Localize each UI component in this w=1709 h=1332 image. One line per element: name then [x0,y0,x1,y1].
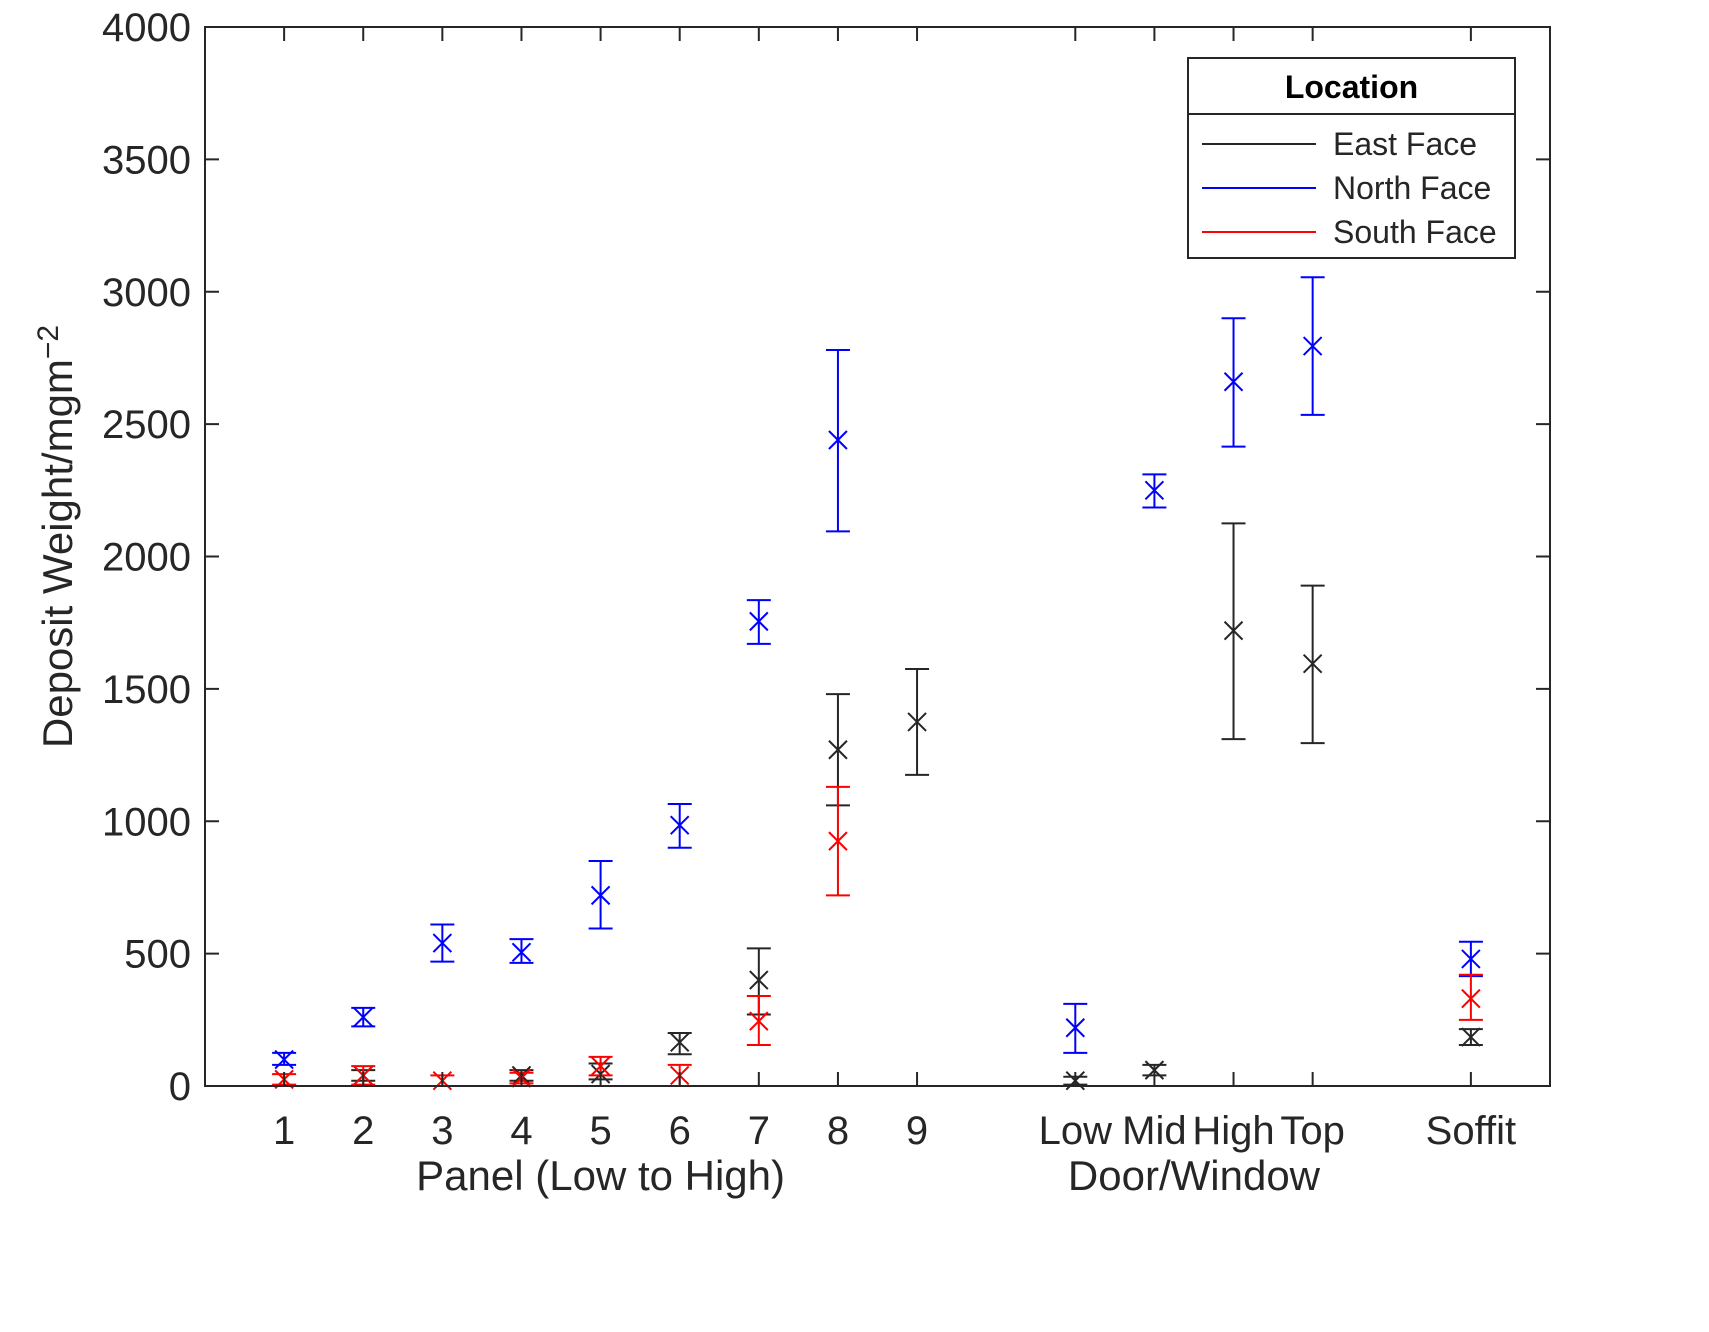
y-axis-label-superscript: −2 [32,325,65,359]
data-point-marker [1302,654,1323,674]
data-point-marker [1223,372,1244,392]
data-point-marker [1144,1060,1165,1080]
data-point-marker [1302,336,1323,356]
data-point-marker [828,740,848,760]
y-axis-label-base: Deposit Weight/mgm [34,359,81,748]
x-tick-label: Top [1280,1109,1345,1153]
legend-label-east-face: East Face [1333,126,1477,162]
data-point-marker [353,1007,373,1027]
data-point-marker [1461,949,1481,969]
legend-box [1187,57,1516,259]
y-tick-label: 3000 [102,271,191,315]
data-point-marker [749,1011,769,1031]
x-tick-label: 8 [827,1109,849,1153]
data-point-marker [669,815,690,835]
x-tick-label: 7 [748,1109,770,1153]
legend-title: Location [1285,69,1418,105]
y-tick-label: 2500 [102,403,191,447]
data-point-marker [590,885,611,906]
data-point-marker [907,712,927,732]
series-north-face [272,276,1483,1070]
y-tick-label: 0 [169,1065,191,1109]
data-point-marker [274,1049,294,1070]
x-tick-label: Mid [1122,1109,1186,1153]
x-tick-label: 6 [669,1109,691,1153]
data-point-marker [828,831,848,851]
x-tick-label: 2 [352,1109,374,1153]
x-tick-label: 5 [589,1109,611,1153]
data-point-marker [1144,480,1165,501]
ticks-layer: 0 500 1000 1500 2000 2500 3000 3500 4000 1 2 3 4 5 6 7 8… [102,6,1550,1153]
x-tick-label: 9 [906,1109,928,1153]
y-tick-label: 4000 [102,6,191,50]
y-tick-label: 1500 [102,668,191,712]
x-tick-label: Low [1039,1109,1112,1153]
x-tick-label: 4 [510,1109,532,1153]
data-point-marker [749,970,769,990]
legend-label-south-face: South Face [1333,214,1497,250]
y-tick-label: 3500 [102,138,191,182]
y-tick-label: 2000 [102,536,191,580]
data-point-marker [749,611,769,632]
data-point-marker [590,1056,611,1076]
x-group-label-panel: Panel (Low to High) [416,1152,785,1199]
data-point-marker [669,1032,690,1053]
y-axis-label: Deposit Weight/mgm−2 [32,325,81,748]
x-tick-label: High [1192,1109,1274,1153]
legend: Location East Face North Face South Face [1187,57,1516,259]
x-group-label-door-window: Door/Window [1068,1152,1321,1199]
data-point-marker [511,942,532,963]
y-tick-label: 1000 [102,800,191,844]
x-tick-label: 3 [431,1109,453,1153]
data-point-marker [1461,1027,1481,1047]
legend-items: East Face North Face South Face [1202,126,1497,250]
data-point-marker [432,933,453,953]
data-point-marker [1065,1018,1085,1038]
data-point-marker [1223,620,1244,641]
x-tick-label: Soffit [1426,1109,1516,1153]
legend-label-north-face: North Face [1333,170,1491,206]
data-point-marker [828,430,848,450]
x-tick-label: 1 [273,1109,295,1153]
data-point-marker [1461,988,1481,1009]
y-tick-label: 500 [124,933,191,977]
